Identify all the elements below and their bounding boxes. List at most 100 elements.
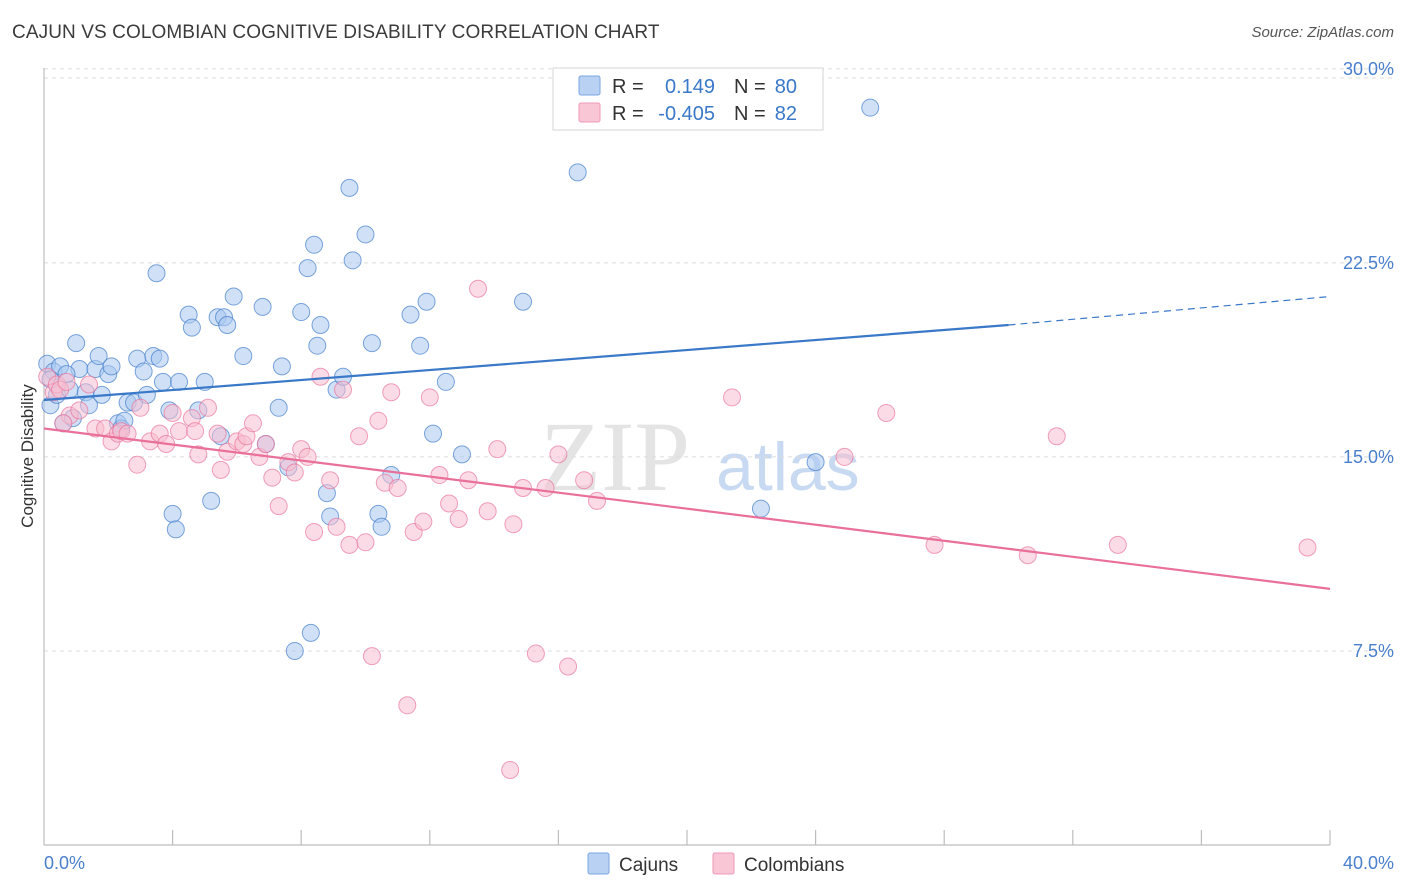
- colombian-point: [559, 657, 578, 676]
- legend: R = 0.149 N = 80 R = -0.405 N = 82: [552, 67, 824, 131]
- y-tick-label: 15.0%: [1343, 447, 1394, 467]
- cajun-point: [298, 259, 317, 278]
- cajun-point: [305, 235, 324, 254]
- cajun-point: [514, 292, 533, 311]
- colombian-point: [501, 760, 520, 779]
- cajun-point: [102, 357, 121, 376]
- colombian-point: [504, 515, 523, 534]
- colombian-point: [80, 375, 99, 394]
- y-tick-labels: 7.5% 15.0% 22.5% 30.0%: [1343, 59, 1394, 661]
- bottom-legend-swatch-colombians: [712, 852, 735, 875]
- colombian-point: [414, 512, 433, 531]
- cajun-point: [343, 251, 362, 270]
- colombian-point: [186, 422, 205, 441]
- cajun-point: [202, 491, 221, 510]
- cajun-point: [401, 305, 420, 324]
- colombian-point: [263, 468, 282, 487]
- colombian-point: [575, 471, 594, 490]
- colombian-point: [526, 644, 545, 663]
- bottom-legend-label-colombians: Colombians: [744, 855, 844, 876]
- bottom-legend-label-cajuns: Cajuns: [619, 855, 678, 876]
- cajun-point: [269, 398, 288, 417]
- colombian-point: [57, 372, 76, 391]
- colombian-point: [1108, 535, 1127, 554]
- colombian-point: [70, 401, 89, 420]
- colombian-point: [382, 383, 401, 402]
- colombian-point: [723, 388, 742, 407]
- cajun-point: [253, 297, 272, 316]
- series-cajuns: [38, 98, 880, 660]
- colombian-point: [321, 471, 340, 490]
- legend-r-value-cajuns: 0.149: [665, 76, 715, 98]
- legend-r-value-colombians: -0.405: [658, 103, 715, 125]
- y-tick-label: 7.5%: [1353, 641, 1394, 661]
- trend-lines: [43, 295, 1331, 590]
- legend-swatch-colombians: [578, 102, 601, 123]
- colombian-point: [362, 647, 381, 666]
- cajun-point: [751, 499, 770, 518]
- y-axis-label: Cognitive Disability: [18, 384, 37, 528]
- x-tick-label-min: 0.0%: [44, 853, 85, 873]
- y-tick-label: 30.0%: [1343, 59, 1394, 79]
- colombian-point: [208, 424, 227, 443]
- cajun-point: [356, 225, 375, 244]
- trend-line-colombians: [43, 427, 1331, 590]
- cajun-point: [436, 372, 455, 391]
- cajun-point: [163, 504, 182, 523]
- colombian-point: [256, 435, 275, 453]
- legend-swatch-cajuns: [578, 75, 601, 96]
- watermark-atlas: atlas: [716, 429, 860, 505]
- colombian-point: [131, 398, 150, 417]
- cajun-point: [150, 349, 169, 368]
- colombian-point: [333, 380, 352, 399]
- x-axis-ticks: [172, 830, 1331, 845]
- colombian-point: [285, 463, 304, 482]
- colombian-point: [356, 533, 375, 552]
- colombian-point: [835, 447, 854, 466]
- colombian-point: [1018, 546, 1037, 565]
- colombian-point: [311, 367, 330, 386]
- legend-r-label-colombians: R =: [612, 103, 644, 125]
- colombian-point: [398, 696, 417, 715]
- cajun-point: [301, 623, 320, 642]
- cajun-point: [411, 336, 430, 355]
- cajun-point: [372, 517, 391, 536]
- legend-n-label-cajuns: N =: [734, 76, 766, 98]
- colombian-point: [388, 478, 407, 497]
- legend-n-value-colombians: 82: [775, 103, 797, 125]
- colombian-point: [440, 494, 459, 513]
- colombian-point: [478, 502, 497, 521]
- series-colombians: [38, 279, 1317, 779]
- colombian-point: [327, 517, 346, 536]
- colombian-point: [189, 445, 208, 464]
- colombian-point: [163, 403, 182, 422]
- legend-n-label-colombians: N =: [734, 103, 766, 125]
- bottom-legend-swatch-cajuns: [587, 852, 610, 875]
- cajun-point: [67, 334, 86, 353]
- colombian-point: [469, 279, 488, 298]
- colombian-point: [128, 455, 147, 474]
- cajun-point: [424, 424, 443, 443]
- cajun-point: [234, 347, 253, 366]
- cajun-point: [134, 362, 153, 381]
- cajun-point: [182, 318, 201, 337]
- colombian-point: [430, 466, 449, 485]
- cajun-point: [224, 287, 243, 306]
- cajun-point: [417, 292, 436, 311]
- colombian-point: [340, 535, 359, 554]
- colombian-point: [170, 422, 189, 441]
- trend-line-cajuns: [43, 323, 1009, 402]
- colombian-point: [211, 460, 230, 479]
- colombian-point: [269, 497, 288, 516]
- colombian-point: [549, 445, 568, 464]
- cajun-point: [362, 334, 381, 353]
- colombian-point: [350, 427, 369, 446]
- cajun-point: [285, 641, 304, 660]
- colombian-point: [198, 398, 217, 417]
- cajun-point: [170, 372, 189, 391]
- cajun-point: [308, 336, 327, 355]
- cajun-point: [89, 347, 108, 366]
- colombian-point: [536, 478, 555, 497]
- colombian-point: [1047, 427, 1066, 446]
